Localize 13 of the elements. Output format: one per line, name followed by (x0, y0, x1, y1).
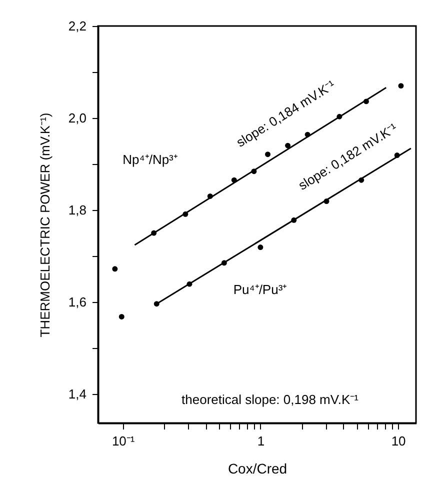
x-tick-label: 10 (391, 434, 406, 448)
y-tick-label: 2,0 (68, 110, 86, 126)
annotation: theoretical slope: 0,198 mV.K⁻¹ (182, 392, 360, 407)
x-axis-title: Cox/Cred (228, 460, 288, 476)
annotation: Pu⁴⁺/Pu³⁺ (233, 282, 287, 297)
annotation: Np⁴⁺/Np³⁺ (122, 152, 178, 167)
y-tick-label: 1,6 (68, 294, 86, 310)
y-tick-label: 1,8 (68, 202, 86, 218)
x-tick-label: 10⁻¹ (112, 434, 136, 448)
y-axis-title: THERMOELECTRIC POWER (mV.K⁻¹) (37, 112, 52, 338)
y-tick-label: 2,2 (68, 18, 86, 34)
x-tick-label: 1 (257, 434, 265, 448)
y-tick-label: 1,4 (68, 386, 86, 402)
